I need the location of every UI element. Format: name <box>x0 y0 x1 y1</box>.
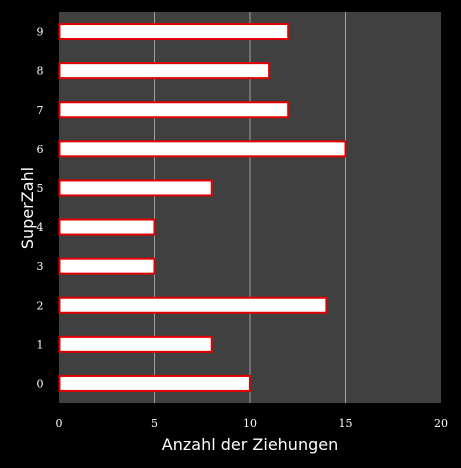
bar-superzahl-7 <box>58 101 290 119</box>
x-tick-label: 0 <box>56 417 63 430</box>
y-tick-label: 4 <box>37 221 44 234</box>
y-tick-label: 0 <box>37 377 44 390</box>
bars <box>58 23 347 392</box>
bar-superzahl-6 <box>58 140 347 158</box>
y-tick-label: 1 <box>37 338 44 351</box>
bar-superzahl-3 <box>58 257 156 275</box>
y-tick-label: 8 <box>37 65 44 78</box>
x-axis-title: Anzahl der Ziehungen <box>162 435 338 454</box>
bar-superzahl-9 <box>58 23 290 41</box>
x-tick-label: 10 <box>243 417 257 430</box>
y-tick-label: 3 <box>37 260 44 273</box>
y-tick-label: 5 <box>37 182 44 195</box>
bar-superzahl-2 <box>58 296 328 314</box>
x-tick-labels: 0 5 10 15 20 <box>56 417 449 430</box>
bar-superzahl-5 <box>58 179 213 197</box>
y-axis-title: SuperZahl <box>18 167 37 249</box>
bar-superzahl-0 <box>58 374 251 392</box>
x-tick-label: 20 <box>434 417 448 430</box>
bar-superzahl-4 <box>58 218 156 236</box>
bar-superzahl-8 <box>58 62 271 80</box>
y-tick-label: 9 <box>37 26 44 39</box>
y-tick-labels: 0 1 2 3 4 5 6 7 8 9 <box>37 26 44 391</box>
x-tick-label: 15 <box>339 417 353 430</box>
x-tick-label: 5 <box>151 417 158 430</box>
bar-superzahl-1 <box>58 335 213 353</box>
y-tick-label: 2 <box>37 299 44 312</box>
y-tick-label: 6 <box>37 143 44 156</box>
y-tick-label: 7 <box>37 104 44 117</box>
